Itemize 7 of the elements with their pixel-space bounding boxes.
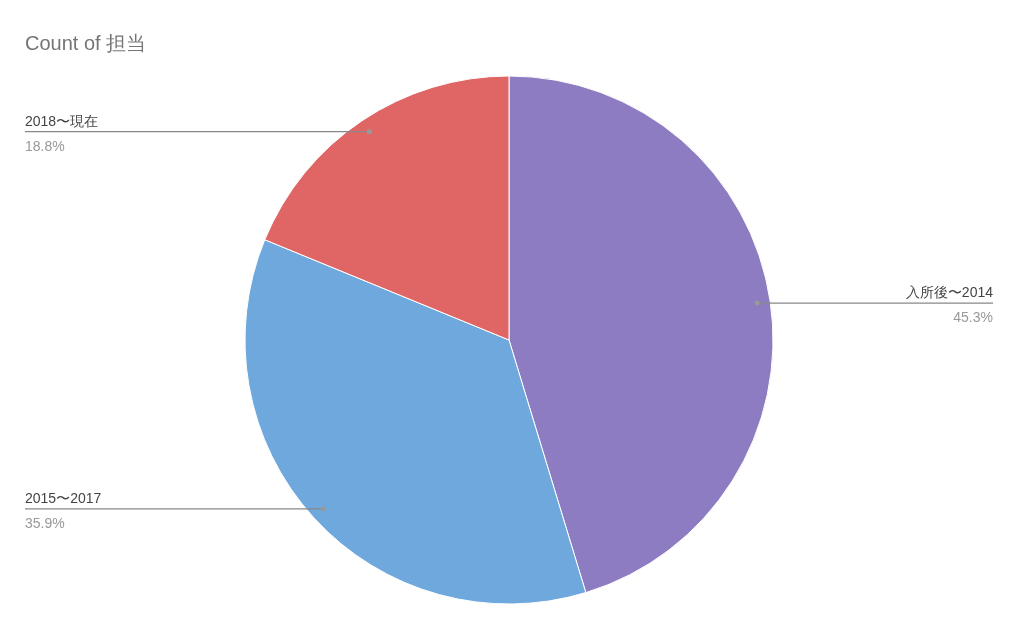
data-label: 45.3%	[953, 309, 993, 326]
data-label: 18.8%	[25, 137, 65, 154]
chart-title: Count of 担当	[25, 32, 147, 54]
data-label: 35.9%	[25, 514, 65, 531]
slice-label: 2015〜2017	[25, 489, 102, 506]
slice-label: 2018〜現在	[25, 112, 99, 129]
slice-label: 入所後〜2014	[905, 284, 994, 301]
